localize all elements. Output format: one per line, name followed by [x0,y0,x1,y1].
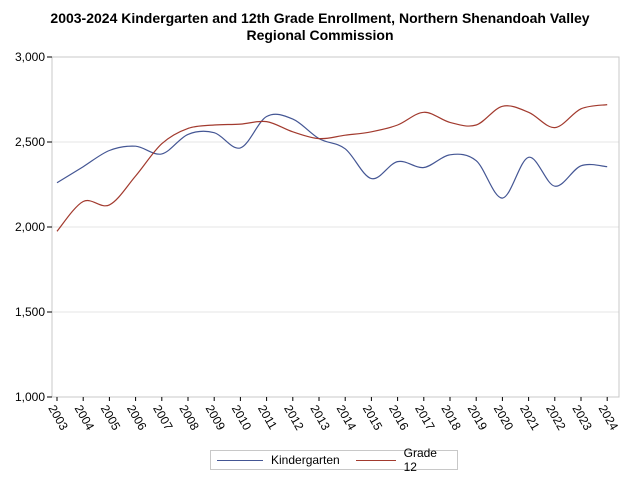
x-tick-label: 2024 [596,403,622,433]
x-tick-label: 2003 [45,403,71,433]
x-tick-label: 2018 [438,403,464,433]
series-line-kindergarten [56,113,608,199]
x-tick-label: 2006 [124,403,150,433]
x-tick-label: 2004 [72,403,98,433]
legend-label-kindergarten: Kindergarten [271,453,340,467]
x-tick-label: 2021 [517,403,543,433]
chart-title: 2003-2024 Kindergarten and 12th Grade En… [0,10,640,44]
x-tick-label: 2013 [307,403,333,433]
legend-label-grade-12: Grade 12 [403,446,437,474]
gridlines [52,141,619,313]
y-tick-label: 3,000 [15,50,45,64]
chart-title-line-1: 2003-2024 Kindergarten and 12th Grade En… [50,10,590,26]
x-tick-label: 2022 [543,403,569,433]
x-tick-label: 2023 [569,403,595,433]
series-line-grade-12 [56,104,608,232]
x-tick-label: 2010 [229,403,255,433]
x-tick-label: 2008 [176,403,202,433]
x-tick-label: 2020 [491,403,517,433]
series-lines [56,104,608,232]
y-tick-label: 1,500 [15,305,45,319]
y-tick-label: 2,500 [15,135,45,149]
legend: Kindergarten Grade 12 [210,446,458,474]
x-tick-label: 2019 [465,403,491,433]
x-tick-label: 2014 [334,403,360,433]
y-tick-label: 1,000 [15,390,45,404]
x-tick-label: 2009 [203,403,229,433]
legend-item-kindergarten: Kindergarten [217,453,340,467]
x-axis: 2003 2004 2005 2006 2007 2008 2009 2010 2011 2012… [45,397,621,433]
legend-swatch-grade-12 [355,459,396,461]
y-tick-label: 2,000 [15,220,45,234]
x-tick-label: 2015 [360,403,386,433]
x-tick-label: 2007 [150,403,176,433]
x-tick-label: 2016 [386,403,412,433]
x-tick-label: 2012 [281,403,307,433]
x-tick-label: 2017 [412,403,438,433]
y-axis: 1,000 1,500 2,000 2,500 3,000 [15,50,52,404]
chart-title-line-2: Regional Commission [246,27,394,43]
x-tick-label: 2005 [98,403,124,433]
x-tick-label: 2011 [255,403,280,433]
legend-swatch-kindergarten [217,459,263,461]
legend-item-grade-12: Grade 12 [355,446,447,474]
